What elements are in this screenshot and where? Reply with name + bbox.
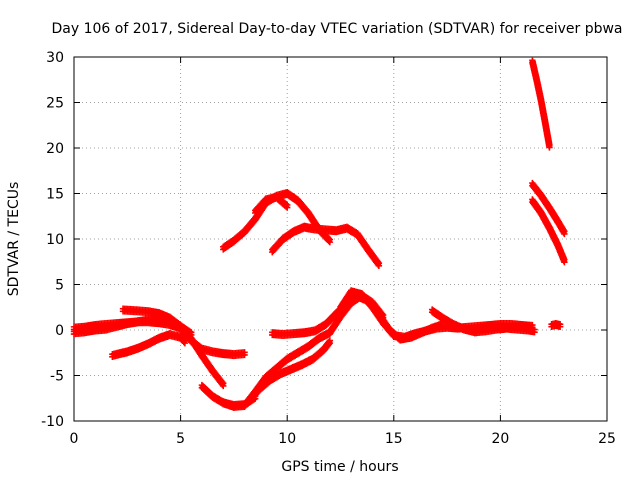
series-track-3 bbox=[119, 305, 227, 390]
y-tick-label: 0 bbox=[55, 323, 64, 339]
series-track-15 bbox=[529, 179, 568, 238]
x-axis-label: GPS time / hours bbox=[281, 459, 398, 475]
data-point bbox=[326, 238, 334, 246]
data-point bbox=[181, 339, 189, 347]
chart-title: Day 106 of 2017, Sidereal Day-to-day VTE… bbox=[51, 21, 622, 37]
series-track-13 bbox=[428, 306, 538, 337]
series-track-14 bbox=[529, 57, 553, 151]
data-point bbox=[325, 341, 333, 348]
series-track-7 bbox=[245, 337, 334, 406]
series-track-17 bbox=[548, 320, 564, 330]
x-tick-label: 10 bbox=[278, 431, 296, 447]
data-point bbox=[556, 323, 564, 330]
series-track-10 bbox=[269, 222, 383, 269]
data-point bbox=[375, 262, 383, 269]
y-tick-label: 25 bbox=[46, 96, 64, 112]
y-tick-label: -10 bbox=[41, 414, 64, 430]
y-tick-label: -5 bbox=[50, 369, 64, 385]
y-axis-label: SDTVAR / TECUs bbox=[6, 182, 22, 297]
y-tick-label: 30 bbox=[46, 50, 64, 66]
x-tick-label: 5 bbox=[176, 431, 185, 447]
series-track-9 bbox=[252, 192, 291, 217]
data-point bbox=[561, 258, 568, 266]
data-point bbox=[561, 230, 568, 238]
data-point bbox=[546, 144, 553, 151]
data-points bbox=[70, 57, 568, 411]
y-tick-label: 5 bbox=[55, 278, 64, 294]
data-point bbox=[241, 351, 248, 359]
plot-frame bbox=[73, 56, 608, 422]
series-track-16 bbox=[529, 196, 568, 266]
axis-ticks: 0 5 10 15 20 25 -10 -5 0 5 10 15 20 25 30 bbox=[41, 50, 616, 447]
y-tick-label: 15 bbox=[46, 187, 64, 203]
data-point bbox=[531, 329, 538, 336]
grid bbox=[74, 57, 607, 421]
data-point bbox=[326, 339, 334, 347]
x-tick-label: 0 bbox=[70, 431, 79, 447]
x-tick-label: 20 bbox=[491, 431, 509, 447]
y-tick-label: 10 bbox=[46, 232, 64, 248]
data-point bbox=[220, 382, 227, 390]
series-track-4 bbox=[109, 330, 189, 360]
data-point bbox=[284, 204, 291, 211]
y-tick-label: 20 bbox=[46, 141, 64, 157]
x-tick-label: 25 bbox=[598, 431, 616, 447]
x-tick-label: 15 bbox=[385, 431, 403, 447]
